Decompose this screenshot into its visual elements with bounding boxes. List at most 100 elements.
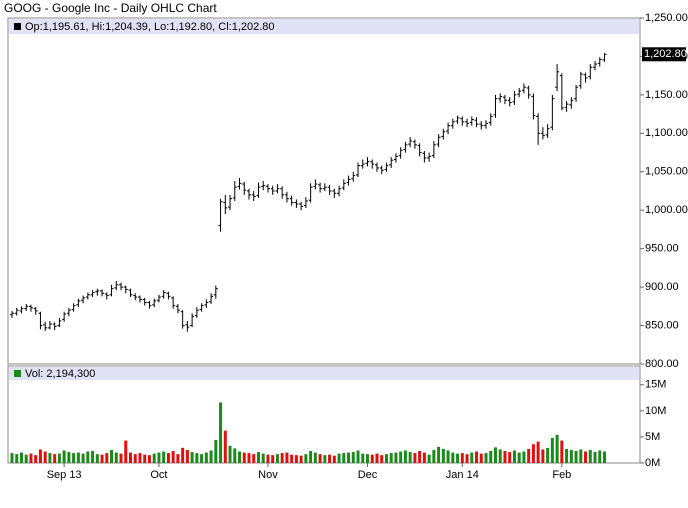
y-tick-label: 850.00 [645,319,679,331]
volume-bar [460,453,464,463]
volume-bar [418,451,422,463]
volume-bar [508,452,512,463]
volume-bar [432,449,436,463]
volume-bar [531,444,535,463]
volume-bar [228,445,232,463]
volume-bar [119,453,123,463]
volume-bar [81,453,85,463]
volume-bar [337,453,341,463]
volume-bar [304,454,308,463]
volume-bar [437,446,441,463]
volume-bar [19,452,23,463]
volume-bar [375,453,379,463]
volume-bar [503,451,507,463]
volume-bar [285,452,289,463]
volume-bar [91,451,95,463]
volume-bar [110,449,114,463]
last-price-label: 1,202.80 [644,48,687,60]
volume-bar [299,455,303,463]
volume-bar [408,452,412,463]
volume-bar [72,453,76,463]
volume-bar [484,453,488,463]
volume-bar [446,450,450,463]
volume-bar [176,454,180,463]
volume-bar [143,454,147,463]
volume-bar [181,447,185,463]
y-tick-label: 1,050.00 [645,166,688,178]
volume-bar [351,452,355,463]
volume-bar [29,453,33,463]
volume-bar [294,455,298,463]
volume-bar [546,447,550,463]
volume-bar [588,449,592,463]
volume-bar [34,455,38,463]
volume-bar [536,441,540,463]
volume-bar [493,447,497,463]
volume-bar [214,440,218,463]
volume-header [9,367,639,380]
volume-bar [366,454,369,463]
volume-bar [280,453,284,463]
volume-bar [76,452,80,463]
volume-bar [247,453,251,463]
volume-bar [313,452,317,463]
price-panel [7,17,641,365]
volume-bar [275,454,279,463]
volume-bar [584,451,588,463]
volume-bar [204,452,208,463]
volume-bar [569,449,573,463]
volume-bar [332,455,336,463]
volume-bar [43,451,47,463]
volume-bar [550,437,554,463]
x-tick-label: Sep 13 [47,469,82,481]
y-tick-label: 950.00 [645,243,679,255]
volume-bar [403,450,407,463]
volume-bar [441,448,445,463]
volume-bar [522,451,526,463]
volume-bar [370,454,374,463]
legend-swatch [14,370,21,377]
volume-bar [223,430,227,463]
volume-bar [242,452,246,463]
volume-bar [238,451,242,463]
y-tick-label: 15M [645,379,666,391]
y-tick-label: 10M [645,405,666,417]
x-tick-label: Oct [150,469,167,481]
volume-bar [394,452,398,463]
volume-bar [603,451,606,463]
chart-title: GOOG - Google Inc - Daily OHLC Chart [4,1,217,15]
volume-bar [147,455,151,463]
volume-bar [219,402,223,463]
y-tick-label: 1,150.00 [645,89,688,101]
volume-bar [200,454,204,463]
volume-bar [15,454,19,463]
volume-bar [271,455,275,463]
volume-bar [413,453,417,463]
volume-bar [579,449,583,463]
volume-bar [152,453,156,463]
volume-bar [185,449,189,463]
volume-bar [114,452,118,463]
y-tick-label: 900.00 [645,281,679,293]
volume-bar [318,454,322,463]
volume-bar [465,454,469,463]
volume-bar [57,453,61,463]
volume-bar [323,455,327,463]
volume-bar [399,451,403,463]
volume-bar [190,452,194,463]
volume-bar [309,451,313,463]
volume-bar [24,454,28,463]
volume-bar [261,453,265,463]
volume-bar [100,454,104,463]
volume-bar [256,452,260,463]
volume-bar [86,451,90,463]
volume-panel [7,365,641,464]
volume-legend: Vol: 2,194,300 [25,368,95,380]
volume-bar [290,454,294,463]
volume-bar [328,454,332,463]
volume-bar [10,453,14,463]
volume-bar [347,452,351,463]
volume-bar [342,453,346,463]
volume-bar [598,450,602,463]
y-tick-label: 1,100.00 [645,127,688,139]
